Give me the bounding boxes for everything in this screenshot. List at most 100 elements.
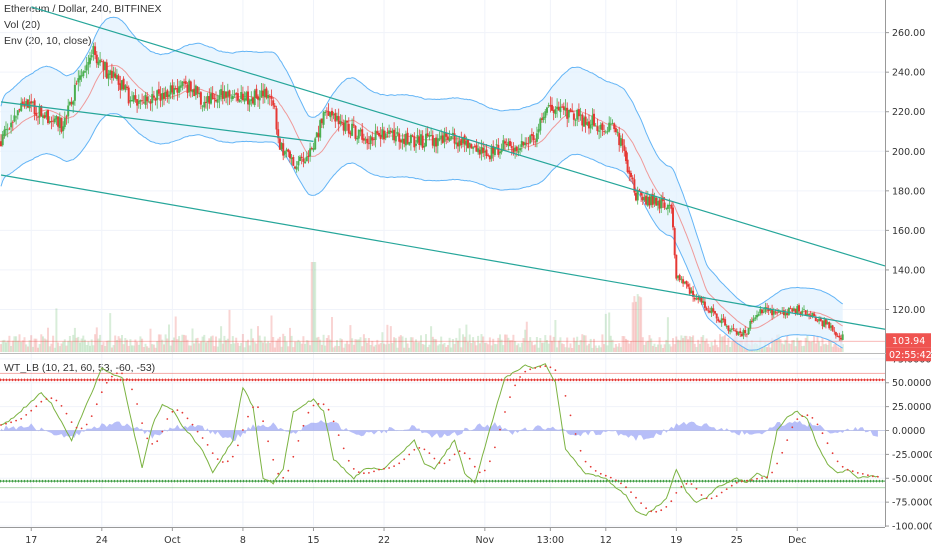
volume-bar-272 bbox=[457, 340, 459, 352]
volume-bar-282 bbox=[473, 341, 476, 352]
x-tick-label-11: Dec bbox=[788, 535, 806, 546]
candle-93 bbox=[156, 89, 159, 109]
candle-body-199 bbox=[334, 112, 337, 122]
candle-428 bbox=[719, 320, 721, 323]
candle-body-292 bbox=[490, 147, 493, 159]
volume-bar-328 bbox=[551, 340, 553, 352]
candle-body-370 bbox=[621, 139, 624, 146]
volume-bar-141 bbox=[236, 342, 239, 352]
candle-193 bbox=[324, 110, 327, 116]
candle-13 bbox=[21, 98, 24, 107]
wt2-dot-342 bbox=[861, 473, 864, 475]
candle-301 bbox=[505, 138, 508, 148]
volume-bar-194 bbox=[325, 338, 328, 352]
candle-body-439 bbox=[737, 331, 740, 335]
candle-body-263 bbox=[441, 135, 444, 143]
volume-bar-59 bbox=[99, 334, 102, 352]
volume-bar-126 bbox=[211, 335, 214, 352]
candle-195 bbox=[327, 103, 330, 116]
candle-18 bbox=[30, 93, 33, 112]
candle-280 bbox=[470, 143, 473, 149]
wt2-dot-94 bbox=[237, 444, 239, 447]
candle-386 bbox=[648, 194, 651, 209]
candle-87 bbox=[146, 92, 149, 109]
candle-body-402 bbox=[675, 254, 678, 279]
candle-body-198 bbox=[332, 114, 335, 116]
wt2-dot-164 bbox=[413, 448, 416, 451]
wt2-dot-194 bbox=[489, 460, 491, 463]
candle-body-301 bbox=[505, 144, 508, 145]
volume-bar-401 bbox=[673, 344, 676, 352]
candle-289 bbox=[485, 144, 488, 159]
candle-body-11 bbox=[18, 108, 21, 111]
candle-273 bbox=[458, 135, 461, 152]
candle-body-270 bbox=[453, 133, 456, 144]
volume-bar-276 bbox=[463, 336, 466, 352]
candle-126 bbox=[211, 86, 214, 100]
wt2-dot-56 bbox=[141, 422, 144, 424]
candle-body-215 bbox=[361, 129, 364, 140]
candle-body-119 bbox=[199, 92, 202, 105]
candle-113 bbox=[189, 80, 192, 98]
candle-body-162 bbox=[272, 100, 275, 106]
candle-215 bbox=[361, 123, 364, 143]
x-tick-label-4: 15 bbox=[307, 535, 319, 546]
volume-bar-159 bbox=[267, 341, 270, 352]
candle-body-114 bbox=[191, 89, 194, 93]
candle-body-278 bbox=[467, 139, 469, 148]
candle-472 bbox=[792, 306, 795, 312]
volume-bar-300 bbox=[504, 334, 506, 352]
candle-body-393 bbox=[660, 198, 663, 209]
candle-body-48 bbox=[80, 75, 83, 77]
volume-bar-414 bbox=[695, 347, 698, 352]
candle-body-205 bbox=[344, 120, 347, 132]
volume-bar-94 bbox=[157, 334, 160, 352]
volume-bar-128 bbox=[215, 336, 217, 352]
candle-body-28 bbox=[47, 110, 49, 124]
candle-422 bbox=[708, 307, 711, 314]
volume-bar-145 bbox=[243, 347, 246, 352]
candle-416 bbox=[698, 294, 701, 302]
volume-bar-275 bbox=[462, 334, 464, 352]
candle-body-18 bbox=[30, 101, 33, 104]
trendlines[interactable] bbox=[0, 6, 886, 330]
candle-body-249 bbox=[418, 136, 421, 145]
candle-body-155 bbox=[260, 90, 263, 98]
candle-body-416 bbox=[698, 297, 701, 301]
candle-body-80 bbox=[134, 95, 137, 100]
wt2-dot-300 bbox=[756, 477, 758, 480]
volume-bar-220 bbox=[369, 345, 372, 352]
candle-body-128 bbox=[215, 99, 217, 102]
candle-body-142 bbox=[238, 99, 241, 102]
candle-271 bbox=[455, 135, 458, 149]
candle-316 bbox=[530, 128, 533, 143]
candle-body-109 bbox=[183, 81, 186, 83]
candle-body-387 bbox=[650, 195, 653, 205]
volume-bar-346 bbox=[581, 334, 584, 352]
candle-206 bbox=[346, 120, 349, 131]
candle-body-289 bbox=[485, 149, 488, 156]
candle-body-95 bbox=[159, 93, 162, 101]
candle-body-127 bbox=[213, 98, 216, 100]
volume-bar-408 bbox=[685, 335, 688, 352]
candle-body-361 bbox=[606, 131, 609, 133]
candle-body-398 bbox=[668, 204, 671, 206]
candle-body-435 bbox=[730, 328, 733, 330]
wt2-dot-22 bbox=[55, 399, 58, 402]
candle-body-391 bbox=[656, 201, 659, 206]
candle-201 bbox=[337, 108, 340, 132]
wt2-dot-206 bbox=[519, 376, 521, 378]
price-tick-label-6: 240.00 bbox=[892, 68, 925, 79]
candle-body-445 bbox=[747, 328, 750, 335]
volume-bar-468 bbox=[786, 334, 789, 352]
wt2-dot-274 bbox=[690, 483, 693, 485]
volume-bar-118 bbox=[198, 343, 201, 352]
candle-body-70 bbox=[117, 75, 120, 85]
wt2-dot-144 bbox=[363, 472, 365, 475]
candle-296 bbox=[497, 138, 500, 158]
candle-body-170 bbox=[285, 149, 288, 151]
candle-445 bbox=[747, 327, 750, 335]
trendline-1 bbox=[0, 174, 886, 330]
volume-bar-337 bbox=[566, 337, 569, 352]
